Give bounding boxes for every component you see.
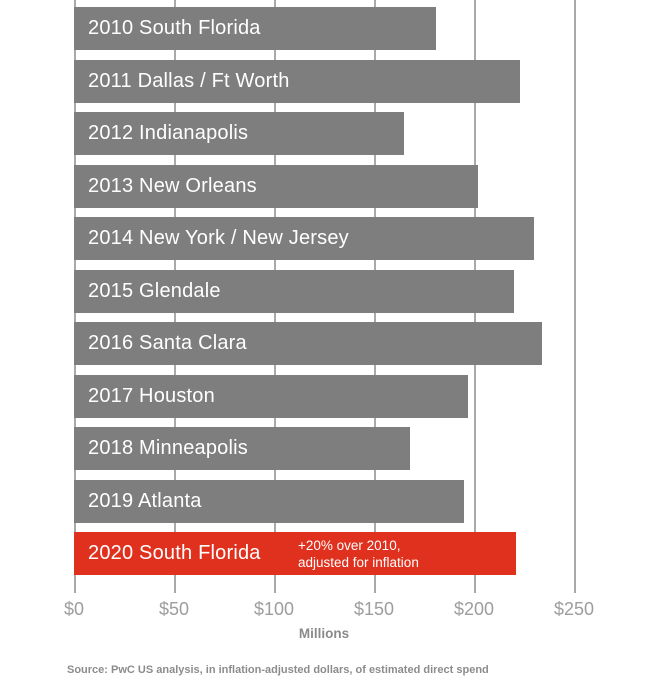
bar-label: 2015 Glendale [88, 279, 221, 302]
bar-label: 2014 New York / New Jersey [88, 227, 349, 249]
highlight-annotation: +20% over 2010, adjusted for inflation [298, 537, 419, 571]
bar-row: 2017 Houston [74, 374, 614, 418]
bar-2017-houston: 2017 Houston [74, 374, 468, 418]
bar-row: 2014 New York / New Jersey [74, 217, 614, 260]
x-tick-label: $250 [553, 599, 595, 619]
bar-2020-south-florida: 2020 South Florida +20% over 2010, adjuste… [74, 532, 516, 575]
bar-label: 2011 Dallas / Ft Worth [88, 69, 290, 92]
bar-2019-atlanta: 2019 Atlanta [74, 479, 464, 523]
source-note: Source: PwC US analysis, in inflation-ad… [67, 664, 489, 676]
x-tick-label: $150 [353, 599, 395, 619]
annotation-line2: adjusted for inflation [298, 554, 419, 570]
bar-row: 2010 South Florida [74, 7, 614, 50]
annotation-line1: +20% over 2010, [298, 537, 401, 553]
bar-row: 2019 Atlanta [74, 479, 614, 523]
bar-row: 2020 South Florida +20% over 2010, adjuste… [74, 532, 614, 575]
bar-2015-glendale: 2015 Glendale [74, 269, 514, 313]
x-tick-label: $200 [453, 599, 495, 619]
bar-label: 2018 Minneapolis [88, 437, 248, 459]
x-tick-label: $0 [63, 599, 85, 619]
bar-2018-minneapolis: 2018 Minneapolis [74, 427, 410, 470]
bar-label: 2017 Houston [88, 384, 215, 407]
bar-label: 2012 Indianapolis [88, 122, 249, 144]
bar-row: 2016 Santa Clara [74, 322, 614, 365]
bar-row: 2013 New Orleans [74, 164, 614, 208]
bar-row: 2015 Glendale [74, 269, 614, 313]
bar-label: 2013 New Orleans [88, 174, 257, 197]
x-tick-label: $100 [253, 599, 295, 619]
x-axis-title: Millions [298, 626, 350, 641]
bar-2012-indianapolis: 2012 Indianapolis [74, 112, 404, 155]
plot-area: 2010 South Florida 2011 Dallas / Ft Worth… [74, 0, 614, 594]
gridline-250 [574, 0, 576, 593]
bar-2011-dallas-ft-worth: 2011 Dallas / Ft Worth [74, 59, 520, 103]
bar-2013-new-orleans: 2013 New Orleans [74, 164, 478, 208]
bar-2010-south-florida: 2010 South Florida [74, 7, 436, 50]
bar-2014-new-york-new-jersey: 2014 New York / New Jersey [74, 217, 534, 260]
bar-label: 2020 South Florida [88, 542, 261, 564]
bar-label: 2016 Santa Clara [88, 332, 247, 354]
bar-label: 2010 South Florida [88, 17, 261, 39]
bar-row: 2011 Dallas / Ft Worth [74, 59, 614, 103]
bar-2016-santa-clara: 2016 Santa Clara [74, 322, 542, 365]
bar-row: 2018 Minneapolis [74, 427, 614, 470]
bar-row: 2012 Indianapolis [74, 112, 614, 155]
bar-label: 2019 Atlanta [88, 489, 202, 512]
x-tick-label: $50 [158, 599, 190, 619]
